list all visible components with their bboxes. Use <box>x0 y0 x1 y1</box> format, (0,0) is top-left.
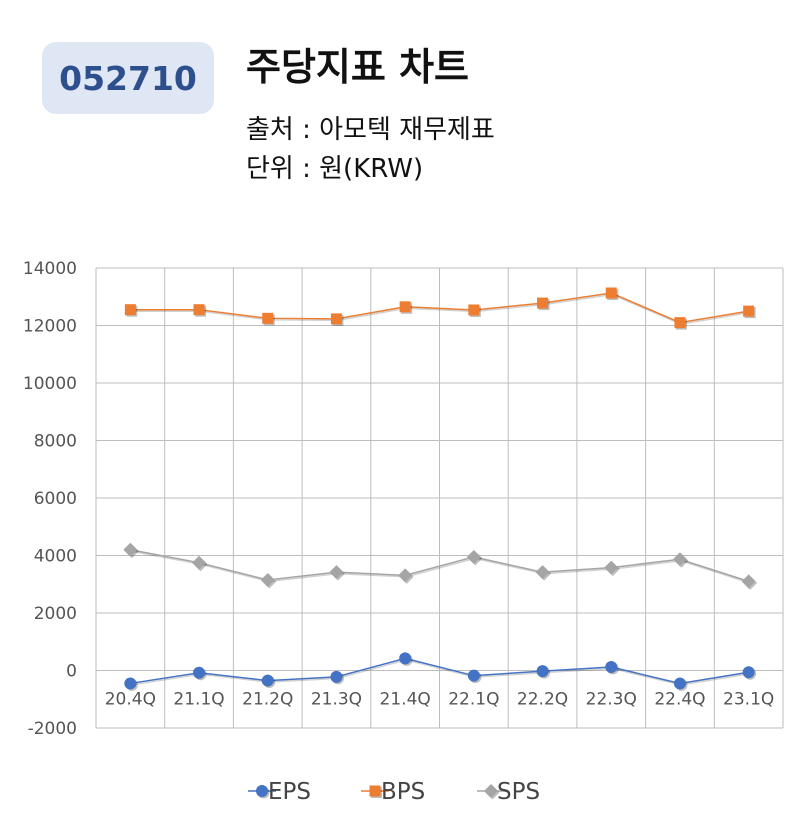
series-line-shadow <box>131 659 750 686</box>
bps-point <box>537 297 549 309</box>
legend-item-sps: SPS <box>477 779 540 805</box>
sps-point <box>604 560 619 575</box>
chart-grid <box>95 267 784 729</box>
eps-point <box>261 674 274 687</box>
sps-point <box>535 565 550 580</box>
eps-point <box>536 665 549 678</box>
chart-legend: EPS BPS SPS <box>248 779 540 805</box>
y-tick-label: 0 <box>66 662 77 682</box>
y-tick-label: 2000 <box>34 604 77 624</box>
eps-point <box>193 666 206 679</box>
stock-code-badge: 052710 <box>42 42 214 114</box>
x-tick-label: 21.4Q <box>380 690 431 710</box>
eps-point <box>467 669 480 682</box>
series-line-shadow <box>131 550 750 584</box>
legend-marker <box>484 784 498 798</box>
x-axis-ticks: 20.4Q 21.1Q 21.2Q 21.3Q 21.4Q 22.1Q 22.2Q 22.3Q… <box>105 690 775 710</box>
bps-point <box>124 304 136 316</box>
eps-point <box>673 677 686 690</box>
sps-point <box>123 542 138 557</box>
eps-point <box>330 670 343 683</box>
legend-item-eps: EPS <box>248 779 311 805</box>
legend-label: BPS <box>381 779 425 805</box>
bps-point <box>193 304 205 316</box>
page-title: 주당지표 차트 <box>246 45 469 89</box>
bps-point <box>674 317 686 329</box>
x-tick-label: 22.3Q <box>586 690 637 710</box>
y-axis-ticks: -2000 0 2000 4000 6000 8000 10000 12000 14000 <box>23 259 77 739</box>
y-tick-label: 8000 <box>34 432 77 452</box>
sps-point <box>741 574 756 589</box>
series-line-sps <box>130 549 749 583</box>
bps-point <box>262 312 274 324</box>
bps-point <box>399 301 411 313</box>
x-tick-label: 21.2Q <box>242 690 293 710</box>
y-tick-label: 12000 <box>23 317 77 337</box>
source-label: 출처 : 아모텍 재무제표 <box>246 115 495 145</box>
sps-point <box>329 565 344 580</box>
y-tick-label: -2000 <box>28 719 77 739</box>
sps-point <box>260 572 275 587</box>
series-line-eps <box>130 657 749 685</box>
sps-point <box>192 555 207 570</box>
x-tick-label: 21.1Q <box>173 690 224 710</box>
eps-point <box>124 677 137 690</box>
bps-point <box>468 304 480 316</box>
x-tick-label: 21.3Q <box>311 690 362 710</box>
bps-point <box>605 287 617 299</box>
sps-point <box>466 549 481 564</box>
y-tick-label: 10000 <box>23 374 77 394</box>
legend-label: EPS <box>268 779 311 805</box>
series-sps <box>123 542 758 590</box>
x-tick-label: 22.4Q <box>654 690 705 710</box>
series-line-bps <box>130 292 749 324</box>
sps-point <box>672 552 687 567</box>
x-tick-label: 22.2Q <box>517 690 568 710</box>
unit-label: 단위 : 원(KRW) <box>246 154 424 184</box>
chart-series <box>123 287 758 691</box>
legend-marker <box>256 785 268 797</box>
legend-marker <box>369 785 381 797</box>
y-tick-label: 14000 <box>23 259 77 279</box>
legend-label: SPS <box>497 779 540 805</box>
x-tick-label: 23.1Q <box>723 690 774 710</box>
eps-point <box>605 661 618 674</box>
x-tick-label: 20.4Q <box>105 690 156 710</box>
bps-point <box>743 305 755 317</box>
legend-item-bps: BPS <box>361 779 425 805</box>
eps-point <box>742 666 755 679</box>
series-eps <box>124 652 757 691</box>
y-tick-label: 4000 <box>34 547 77 567</box>
eps-point <box>399 652 412 665</box>
series-line-shadow <box>131 293 750 325</box>
bps-point <box>330 313 342 325</box>
y-tick-label: 6000 <box>34 489 77 509</box>
series-bps <box>124 287 756 330</box>
sps-point <box>398 568 413 583</box>
x-tick-label: 22.1Q <box>448 690 499 710</box>
